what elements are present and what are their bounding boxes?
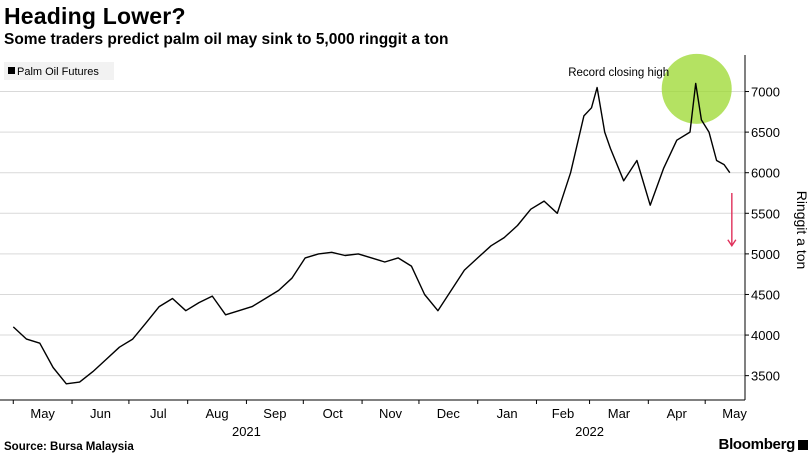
x-tick-label: Aug — [205, 406, 228, 421]
bloomberg-mark-icon — [798, 440, 808, 450]
legend-swatch — [8, 67, 15, 74]
grid-lines — [0, 91, 745, 401]
y-tick-label: 3500 — [751, 369, 780, 384]
x-year-label: 2021 — [232, 424, 261, 439]
x-tick-label: Mar — [608, 406, 631, 421]
y-tick-label: 5500 — [751, 206, 780, 221]
y-tick-label: 7000 — [751, 85, 780, 100]
x-tick-label: Oct — [323, 406, 344, 421]
down-arrow — [727, 193, 737, 248]
chart-title: Heading Lower? — [4, 3, 186, 29]
x-tick-label: May — [30, 406, 55, 421]
x-tick-label: Feb — [552, 406, 574, 421]
x-tick-label: Jan — [497, 406, 518, 421]
x-year-label: 2022 — [575, 424, 604, 439]
x-tick-label: Dec — [437, 406, 461, 421]
record-high-label: Record closing high — [568, 67, 669, 79]
x-tick-label: Jul — [150, 406, 167, 421]
x-tick-label: Sep — [263, 406, 286, 421]
y-tick-label: 4000 — [751, 328, 780, 343]
y-tick-label: 5000 — [751, 247, 780, 262]
x-tick-label: Jun — [90, 406, 111, 421]
brand-text: Bloomberg — [718, 436, 796, 453]
y-tick-label: 6500 — [751, 125, 780, 140]
x-tick-label: Nov — [379, 406, 403, 421]
chart-subtitle: Some traders predict palm oil may sink t… — [4, 31, 449, 48]
y-tick-label: 4500 — [751, 287, 780, 302]
y-tick-labels: 3500 4000 4500 5000 5500 6000 6500 7000 — [744, 55, 780, 400]
source-note: Source: Bursa Malaysia — [4, 441, 134, 453]
y-tick-label: 6000 — [751, 166, 780, 181]
legend-label: Palm Oil Futures — [17, 66, 99, 78]
brand-logo: Bloomberg — [719, 436, 808, 453]
x-tick-label: Apr — [667, 406, 688, 421]
series-line-palm-oil — [12, 82, 731, 385]
x-tick-label: May — [722, 406, 747, 421]
legend: Palm Oil Futures — [4, 62, 114, 80]
chart-area: 3500 4000 4500 5000 5500 6000 6500 7000 May Jun J… — [0, 53, 810, 439]
y-axis-label: Ringgit a ton — [794, 191, 810, 270]
